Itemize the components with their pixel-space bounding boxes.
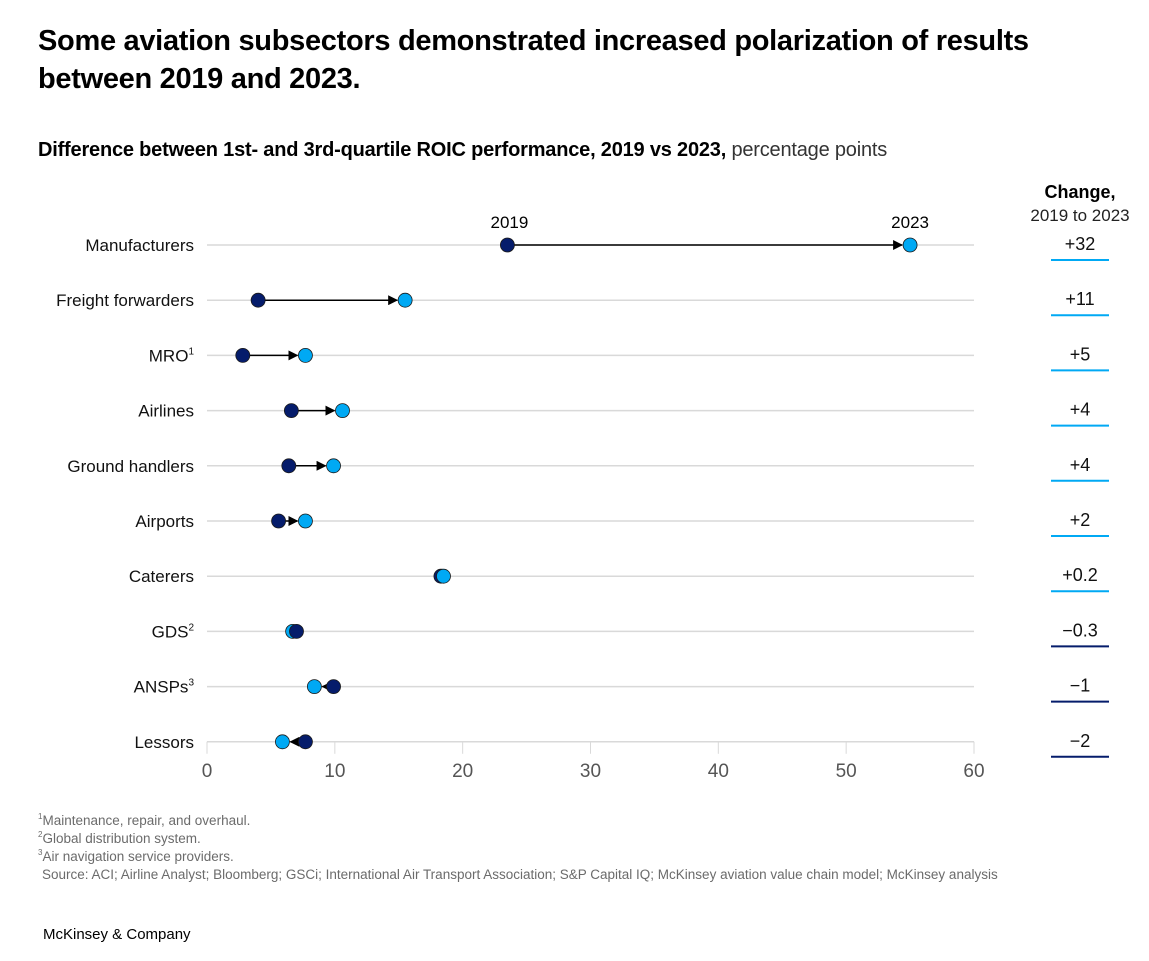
change-header-line1: Change, bbox=[1044, 182, 1115, 202]
x-axis: 0 10 20 30 40 50 60 bbox=[202, 741, 985, 782]
point-2019 bbox=[250, 292, 266, 308]
subtitle-unit: percentage points bbox=[726, 139, 888, 161]
x-tick-label: 60 bbox=[963, 761, 984, 782]
change-column: Change, 2019 to 2023 +32 +11 +5 +4 +4 +2 +0.2 −… bbox=[1030, 182, 1130, 758]
x-tick-label: 30 bbox=[580, 761, 601, 782]
point-2023 bbox=[275, 734, 290, 750]
chart-subtitle: Difference between 1st- and 3rd-quartile… bbox=[38, 137, 887, 163]
category-label: GDS2 bbox=[152, 622, 195, 641]
point-2023 bbox=[298, 347, 313, 363]
change-value: +5 bbox=[1070, 344, 1091, 364]
chart-title: Some aviation subsectors demonstrated in… bbox=[38, 25, 1029, 95]
source-note: Source: ACI; Airline Analyst; Bloomberg;… bbox=[42, 867, 998, 882]
footnote-1: 1Maintenance, repair, and overhaul. bbox=[38, 812, 251, 828]
point-2019 bbox=[298, 734, 313, 750]
point-2023 bbox=[298, 513, 313, 529]
change-header-line2: 2019 to 2023 bbox=[1030, 206, 1129, 225]
dumbbell-chart: 0 10 20 30 40 50 60 Manufacturers Freight forwa… bbox=[56, 182, 1130, 782]
change-value: +4 bbox=[1070, 400, 1091, 420]
change-value: +11 bbox=[1065, 289, 1094, 309]
change-value: −2 bbox=[1070, 731, 1091, 751]
category-label: Ground handlers bbox=[67, 457, 194, 476]
category-labels: Manufacturers Freight forwarders MRO1 Airli… bbox=[56, 236, 194, 752]
category-label: Caterers bbox=[129, 567, 194, 586]
change-value: +4 bbox=[1070, 455, 1091, 475]
x-tick-label: 20 bbox=[452, 761, 473, 782]
footnote-2: 2Global distribution system. bbox=[38, 830, 201, 846]
point-2019 bbox=[271, 513, 286, 529]
point-2023 bbox=[326, 458, 341, 474]
point-2019 bbox=[283, 403, 299, 419]
chart-marks: 2019 2023 bbox=[235, 213, 929, 750]
change-value: −1 bbox=[1070, 676, 1091, 696]
gridlines bbox=[207, 244, 974, 743]
category-label: Lessors bbox=[134, 733, 194, 752]
x-tick-label: 10 bbox=[324, 761, 345, 782]
category-label: Manufacturers bbox=[85, 236, 194, 255]
brand-logo-text: McKinsey & Company bbox=[43, 926, 191, 943]
change-value: +32 bbox=[1065, 234, 1096, 254]
series-label-2023: 2023 bbox=[891, 213, 929, 232]
x-tick-label: 0 bbox=[202, 761, 213, 782]
footnotes: 1Maintenance, repair, and overhaul. 2Glo… bbox=[38, 812, 998, 884]
category-label: Freight forwarders bbox=[56, 291, 194, 310]
change-value: +2 bbox=[1070, 510, 1091, 530]
point-2023 bbox=[436, 568, 451, 584]
point-2023 bbox=[397, 292, 413, 308]
category-label: ANSPs3 bbox=[134, 678, 195, 697]
subtitle-main: Difference between 1st- and 3rd-quartile… bbox=[38, 139, 727, 161]
point-2019 bbox=[500, 237, 515, 253]
series-label-2019: 2019 bbox=[490, 213, 528, 232]
x-tick-label: 40 bbox=[708, 761, 729, 782]
category-label: Airports bbox=[135, 512, 194, 531]
point-2019 bbox=[289, 624, 304, 639]
point-2023 bbox=[335, 403, 350, 419]
category-label: Airlines bbox=[138, 402, 194, 421]
point-2023 bbox=[902, 237, 918, 253]
point-2019 bbox=[235, 347, 251, 363]
change-value: +0.2 bbox=[1062, 565, 1098, 585]
footnote-3: 3Air navigation service providers. bbox=[38, 848, 234, 864]
point-2019 bbox=[281, 458, 297, 474]
point-2023 bbox=[306, 679, 322, 694]
point-2019 bbox=[326, 679, 341, 694]
x-tick-label: 50 bbox=[836, 761, 857, 782]
category-label: MRO1 bbox=[149, 346, 195, 365]
change-value: −0.3 bbox=[1062, 620, 1098, 640]
